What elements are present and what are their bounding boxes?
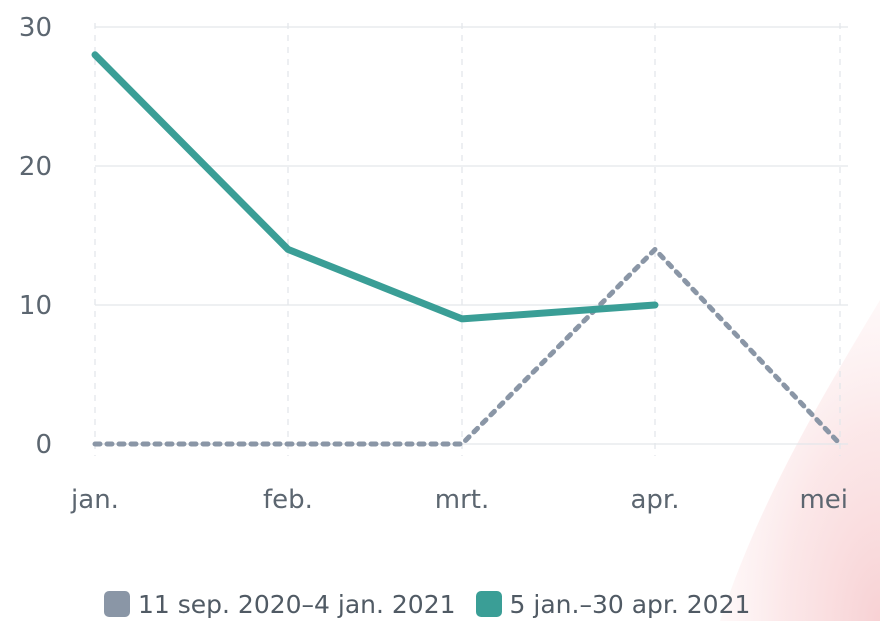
- legend-label-series-2: 5 jan.–30 apr. 2021: [509, 589, 751, 619]
- x-tick-label: jan.: [70, 485, 119, 515]
- y-tick-label: 0: [35, 430, 52, 460]
- legend-item-series-1[interactable]: 11 sep. 2020–4 jan. 2021: [104, 590, 456, 619]
- pink-background-shape: [720, 300, 880, 621]
- y-tick-label: 10: [19, 291, 52, 321]
- legend-swatch-series-2: [475, 591, 502, 617]
- series-lines: [91, 51, 843, 447]
- legend-label-series-1: 11 sep. 2020–4 jan. 2021: [138, 589, 456, 619]
- gridlines: [94, 23, 848, 456]
- y-tick-label: 30: [19, 13, 52, 43]
- series-line-1: [92, 246, 843, 447]
- x-tick-label: apr.: [630, 485, 679, 515]
- x-tick-label: mrt.: [435, 485, 489, 515]
- y-axis-tick-labels: 0 10 20 30: [19, 13, 52, 460]
- legend: 11 sep. 2020–4 jan. 2021 5 jan.–30 apr. …: [104, 584, 750, 624]
- y-tick-label: 20: [19, 152, 52, 182]
- legend-swatch-series-1: [104, 591, 130, 617]
- series-line-2: [91, 51, 659, 323]
- x-axis-tick-labels: jan. feb. mrt. apr. mei: [70, 485, 848, 515]
- x-tick-label: mei: [799, 485, 848, 515]
- x-tick-label: feb.: [263, 485, 313, 515]
- legend-item-series-2[interactable]: 5 jan.–30 apr. 2021: [475, 589, 751, 619]
